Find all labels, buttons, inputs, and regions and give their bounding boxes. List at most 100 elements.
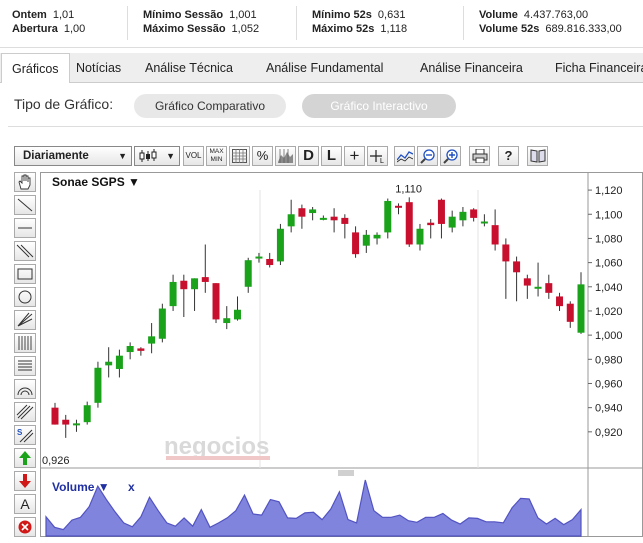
grid-toggle-button[interactable] [229, 146, 250, 166]
period-select-value: Diariamente [23, 150, 89, 162]
indicators-button[interactable] [394, 146, 415, 166]
maxmin-toggle-button[interactable]: MAX MIN [206, 146, 227, 166]
delete-icon [18, 520, 32, 534]
candle-body [319, 217, 327, 220]
crosshair-button[interactable]: + [344, 146, 365, 166]
tab-analise-tecnica[interactable]: Análise Técnica [145, 61, 234, 75]
candle-body [395, 205, 403, 208]
candles-icon [139, 149, 157, 162]
text-icon: A [20, 496, 30, 512]
speed-lines-tool-button[interactable]: S [14, 425, 36, 445]
stats-separator [463, 6, 464, 40]
text-tool-button[interactable]: A [14, 494, 36, 514]
circle-icon [18, 290, 32, 304]
min-sessao-value: 1,001 [229, 9, 257, 21]
tab-noticias[interactable]: Notícias [76, 61, 122, 75]
circle-tool-button[interactable] [14, 287, 36, 307]
abertura-label: Abertura [12, 23, 58, 35]
horizontal-line-tool-button[interactable] [14, 218, 36, 238]
volume-close-icon[interactable]: x [128, 480, 135, 494]
zoom-in-button[interactable] [440, 146, 461, 166]
period-select[interactable]: Diariamente ▼ [14, 146, 132, 166]
channel-icon [16, 244, 34, 258]
max-sessao-label: Máximo Sessão [143, 23, 226, 35]
maxmin-top: MAX [209, 148, 224, 155]
candle-body [480, 221, 488, 224]
up-arrow-tool-button[interactable] [14, 448, 36, 468]
candle-body [384, 200, 392, 233]
min-sessao-label: Mínimo Sessão [143, 9, 224, 21]
chevron-down-icon: ▼ [118, 151, 127, 161]
pan-tool-button[interactable] [14, 172, 36, 192]
volume-toggle-button[interactable]: VOL [183, 146, 204, 166]
candle-body [491, 225, 499, 245]
d-button[interactable]: D [298, 146, 319, 166]
divider [8, 126, 643, 127]
candle-body [169, 281, 177, 307]
down-arrow-tool-button[interactable] [14, 471, 36, 491]
area-chart-button[interactable] [275, 146, 296, 166]
rectangle-icon [17, 268, 33, 280]
y-tick-label: 1,100 [595, 209, 623, 221]
svg-text:S: S [17, 428, 23, 437]
candle-body [137, 348, 145, 351]
candle-body [276, 228, 284, 262]
book-icon [530, 149, 545, 163]
volume-label: Volume [479, 9, 518, 21]
chart-title[interactable]: Sonae SGPS ▼ [52, 175, 140, 189]
y-tick-label: 1,060 [595, 258, 623, 270]
chart-style-select[interactable]: ▼ [134, 146, 180, 166]
help-icon: ? [504, 148, 513, 163]
tab-graficos[interactable]: Gráficos [1, 53, 70, 83]
channel-tool-button[interactable] [14, 241, 36, 261]
arc-tool-button[interactable] [14, 379, 36, 399]
hand-icon [18, 174, 31, 190]
fibonacci-tool-button[interactable] [14, 356, 36, 376]
print-button[interactable] [469, 146, 490, 166]
grafico-comparativo-button[interactable]: Gráfico Comparativo [134, 94, 286, 118]
stats-separator [296, 6, 297, 40]
volume-panel-label[interactable]: Volume ▼ [52, 480, 110, 494]
y-tick-label: 1,020 [595, 306, 623, 318]
tab-bar: Gráficos Notícias Análise Técnica Anális… [0, 53, 643, 83]
zoom-out-button[interactable] [417, 146, 438, 166]
candle-body [566, 303, 574, 322]
fan-icon [17, 312, 33, 327]
parallel-lines-tool-button[interactable] [14, 402, 36, 422]
price-chart[interactable]: 1,120 1,100 1,080 1,060 1,040 1,020 1,000 0,980… [40, 172, 643, 538]
percent-button[interactable]: % [252, 146, 273, 166]
max-price-label: 1,110 [395, 183, 422, 195]
fibonacci-icon [18, 360, 32, 371]
candle-body [577, 284, 585, 333]
crosshair-label-button[interactable]: L [367, 146, 388, 166]
y-tick-label: 1,120 [595, 185, 623, 197]
tab-ficha-financeira[interactable]: Ficha Financeira [555, 61, 643, 75]
candle-body [72, 423, 80, 426]
green-up-arrow-icon [19, 451, 31, 465]
candle-body [298, 208, 306, 217]
book-button[interactable] [527, 146, 548, 166]
candle-body [545, 283, 553, 293]
chart-area[interactable]: 1,120 1,100 1,080 1,060 1,040 1,020 1,000 0,980… [40, 172, 643, 538]
rectangle-tool-button[interactable] [14, 264, 36, 284]
l-button[interactable]: L [321, 146, 342, 166]
arc-icon [17, 387, 33, 396]
fan-tool-button[interactable] [14, 310, 36, 330]
vertical-lines-tool-button[interactable] [14, 333, 36, 353]
vertical-lines-icon [18, 336, 32, 350]
help-button[interactable]: ? [498, 146, 519, 166]
candle-body [201, 277, 209, 282]
delete-drawings-button[interactable] [14, 517, 36, 537]
tab-analise-fundamental[interactable]: Análise Fundamental [266, 61, 384, 75]
candle-body [191, 278, 199, 290]
line-tool-button[interactable] [14, 195, 36, 215]
chart-type-label: Tipo de Gráfico: [14, 96, 114, 112]
tab-analise-financeira[interactable]: Análise Financeira [420, 61, 523, 75]
candle-body [556, 296, 564, 307]
y-tick-label: 1,080 [595, 233, 623, 245]
grafico-interactivo-button[interactable]: Gráfico Interactivo [302, 94, 456, 118]
candle-body [266, 258, 274, 266]
max-sessao-value: 1,052 [231, 23, 260, 35]
watermark-logo: negocios [164, 433, 269, 460]
volume-value: 4.437.763,00 [523, 9, 589, 21]
